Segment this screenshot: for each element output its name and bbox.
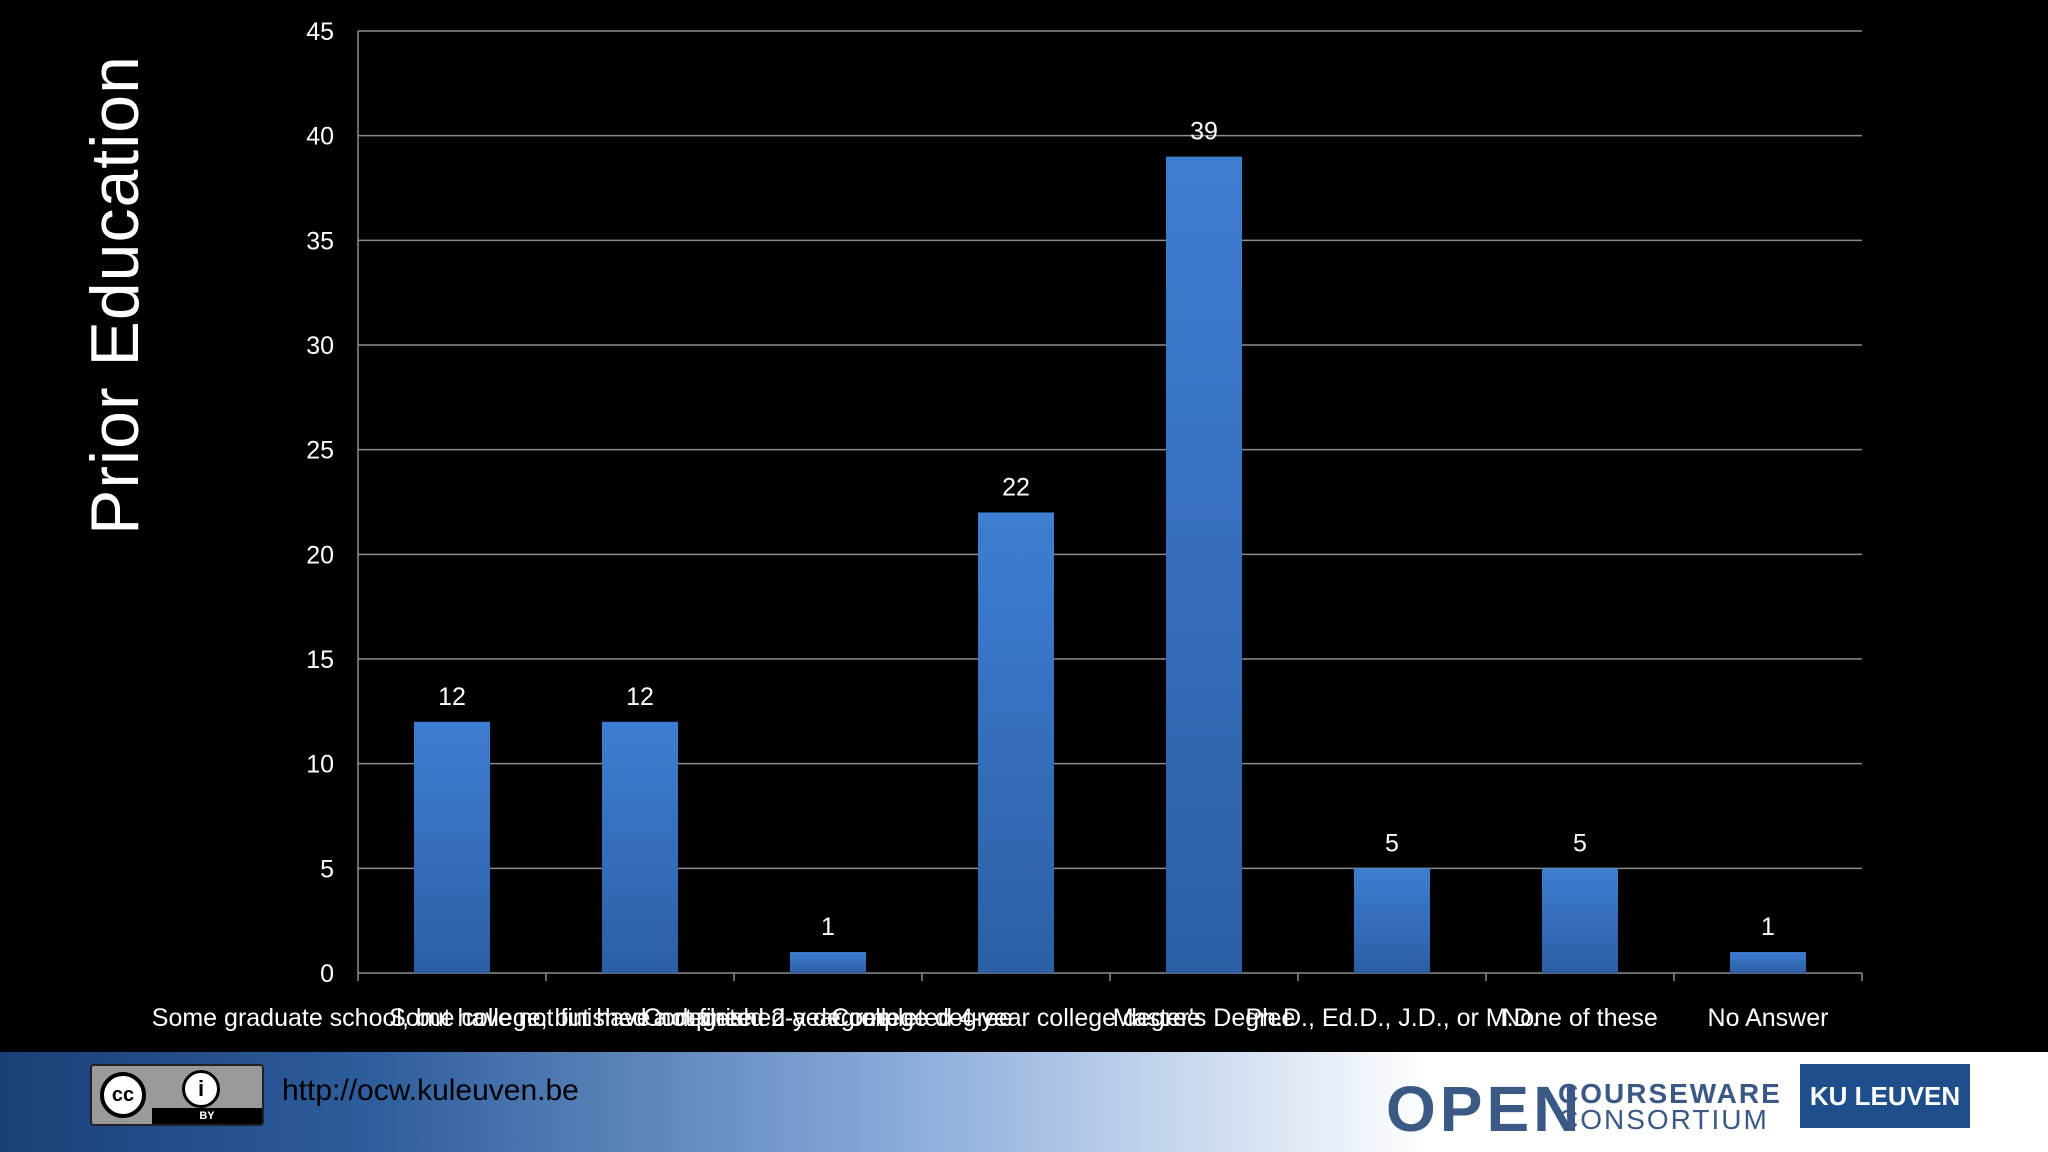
y-tick-label-40: 40 [306, 123, 334, 151]
data-label-6: 5 [1573, 829, 1587, 857]
data-label-0: 12 [438, 683, 466, 711]
y-tick-label-20: 20 [306, 541, 334, 569]
footer: cc i BY http://ocw.kuleuven.be OPEN COUR… [0, 1052, 2048, 1152]
x-category-label-4: Master's Degree [1113, 1004, 1296, 1032]
bar-4 [1166, 156, 1242, 974]
y-tick-label-25: 25 [306, 437, 334, 465]
data-label-5: 5 [1385, 829, 1399, 857]
gridlines [358, 30, 1862, 870]
bar-3 [978, 512, 1054, 973]
data-label-4: 39 [1190, 118, 1218, 146]
x-category-label-5: Ph.D., Ed.D., J.D., or M.D. [1245, 1004, 1538, 1032]
ocw-logo-open: OPEN [1386, 1073, 1584, 1145]
x-category-label-7: No Answer [1708, 1004, 1829, 1032]
bar-7 [1730, 952, 1806, 973]
bar-5 [1354, 868, 1430, 973]
axes [357, 31, 1863, 981]
bar-0 [414, 721, 490, 973]
creative-commons-icon: cc [100, 1072, 146, 1118]
bar-6 [1542, 868, 1618, 973]
by-label: BY [152, 1108, 262, 1124]
x-category-label-6: None of these [1502, 1004, 1658, 1032]
y-tick-label-35: 35 [306, 227, 334, 255]
data-label-7: 1 [1761, 913, 1775, 941]
cc-by-license-badge[interactable]: cc i BY [90, 1064, 264, 1126]
bar-1 [602, 721, 678, 973]
y-tick-label-15: 15 [306, 646, 334, 674]
x-category-label-0: Some graduate school, but have not finis… [152, 1004, 752, 1032]
x-category-label-2: Completed 2-year college degree [643, 1004, 1013, 1032]
bars [414, 156, 1806, 974]
y-tick-label-10: 10 [306, 751, 334, 779]
data-label-3: 22 [1002, 473, 1030, 501]
attribution-icon: i [182, 1070, 220, 1108]
ocw-logo-courseware: COURSEWARE [1558, 1078, 1782, 1109]
data-label-2: 1 [821, 913, 835, 941]
y-tick-label-0: 0 [320, 960, 334, 988]
ocw-logo-consortium: CONSORTIUM [1558, 1104, 1769, 1135]
y-tick-label-45: 45 [306, 18, 334, 46]
ocw-url-link[interactable]: http://ocw.kuleuven.be [282, 1074, 579, 1107]
y-tick-label-5: 5 [320, 855, 334, 883]
data-label-1: 12 [626, 683, 654, 711]
x-category-label-1: Some college, but have not finished a de… [389, 1004, 891, 1032]
bar-2 [790, 952, 866, 973]
y-tick-label-30: 30 [306, 332, 334, 360]
ku-leuven-logo: KU LEUVEN [1800, 1064, 1970, 1128]
x-category-label-3: Completed 4-year college degree [831, 1004, 1201, 1032]
